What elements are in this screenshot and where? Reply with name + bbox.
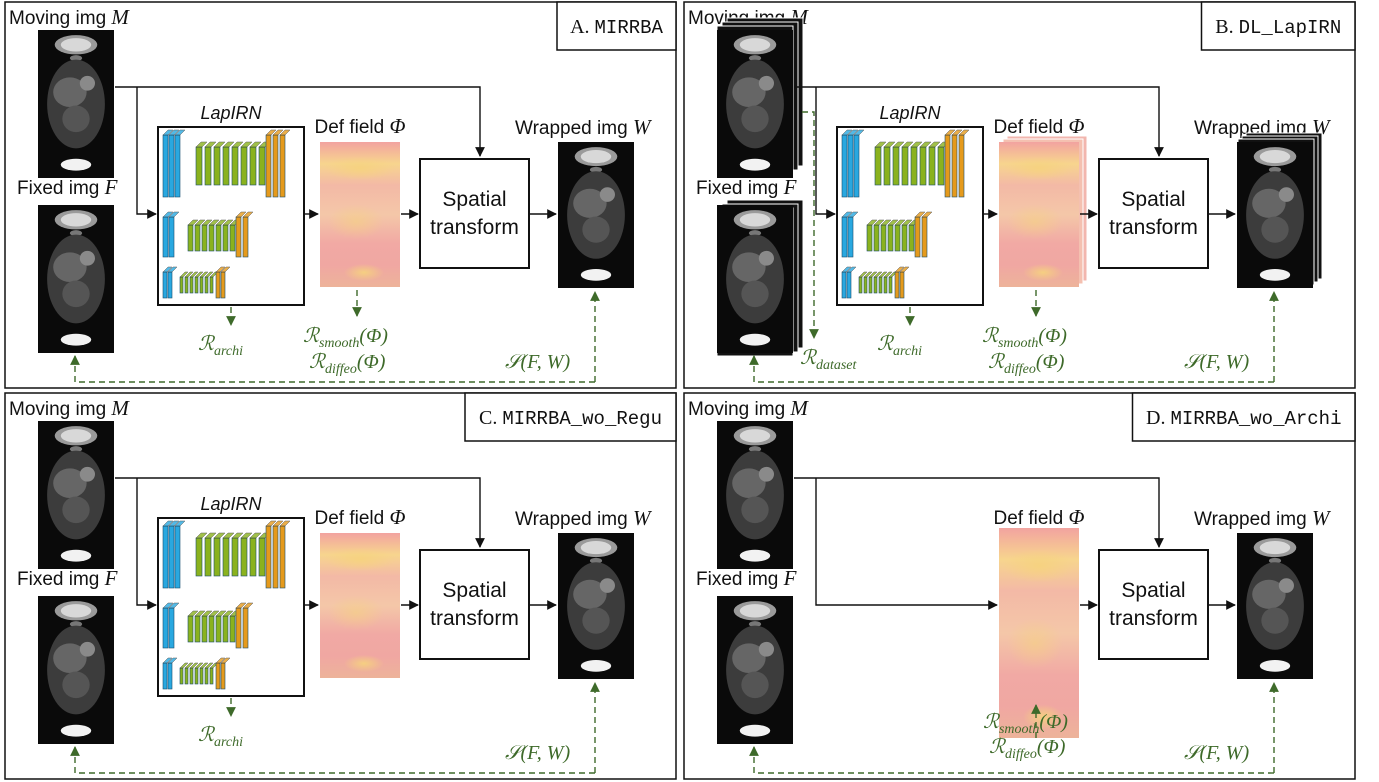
reg-diffeo-label: ℛdiffeo(Φ) xyxy=(989,736,1066,762)
spatial-transform-line1: Spatial xyxy=(1121,579,1185,602)
deformation-field xyxy=(320,142,400,287)
lapirn-network: LapIRN xyxy=(836,103,984,306)
network-label: LapIRN xyxy=(879,103,941,123)
moving-image-label: Moving img M xyxy=(9,396,130,420)
panel-A: A. MIRRBA Moving img M Fixed img F LapIRN De… xyxy=(4,1,677,389)
spatial-transform-box xyxy=(1098,158,1209,269)
panel-title-text: C. MIRRBA_wo_Regu xyxy=(479,407,662,430)
arrow-inputs-to-network xyxy=(136,87,157,219)
reg-archi-label: ℛarchi xyxy=(877,333,922,359)
spatial-transform-box xyxy=(1098,549,1209,660)
wrapped-image xyxy=(1237,533,1313,679)
panel-title-box xyxy=(1200,1,1356,51)
arrow-moving-to-transform xyxy=(115,86,485,157)
spatial-transform-line1: Spatial xyxy=(442,579,506,602)
similarity-loss-label: 𝒮(F, W) xyxy=(1184,742,1249,764)
reg-diffeo-label: ℛdiffeo(Φ) xyxy=(309,351,386,377)
deformation-field-label: Def field Φ xyxy=(994,114,1085,138)
panel-title-text: D. MIRRBA_wo_Archi xyxy=(1146,407,1341,430)
reg-archi-label: ℛarchi xyxy=(198,333,243,359)
panel-C: C. MIRRBA_wo_Regu Moving img M Fixed img F… xyxy=(4,392,677,780)
network-label: LapIRN xyxy=(200,103,262,123)
fixed-image-label: Fixed img F xyxy=(17,566,118,590)
arrow-reg-dataset xyxy=(802,111,819,339)
fixed-image xyxy=(717,205,793,353)
panel-title-text: B. DL_LapIRN xyxy=(1215,16,1341,39)
spatial-transform-line1: Spatial xyxy=(442,188,506,211)
panel-title: C. MIRRBA_wo_Regu xyxy=(464,392,677,442)
moving-image-label: Moving img M xyxy=(688,396,809,420)
wrapped-image-label: Wrapped img W xyxy=(515,506,653,530)
moving-image-label: Moving img M xyxy=(9,5,130,29)
panel-title-box xyxy=(464,392,677,442)
panel-title: A. MIRRBA xyxy=(556,1,677,51)
spatial-transform-box xyxy=(419,549,530,660)
deformation-field xyxy=(320,533,400,678)
arrow-inputs-to-network xyxy=(815,87,836,219)
fixed-image-label: Fixed img F xyxy=(17,175,118,199)
reg-smooth-label: ℛsmooth(Φ) xyxy=(982,325,1067,351)
wrapped-image-label: Wrapped img W xyxy=(1194,506,1332,530)
fixed-image xyxy=(38,596,114,744)
spatial-transform-box xyxy=(419,158,530,269)
wrapped-image xyxy=(558,142,634,288)
spatial-transform-line2: transform xyxy=(430,216,519,239)
spatial-transform-line1: Spatial xyxy=(1121,188,1185,211)
network-label: LapIRN xyxy=(200,494,262,514)
arrow-inputs-to-field xyxy=(815,478,998,610)
deformation-field-label: Def field Φ xyxy=(994,505,1085,529)
panel-title-box xyxy=(556,1,677,51)
arrow-moving-to-transform xyxy=(794,477,1164,548)
similarity-loss-label: 𝒮(F, W) xyxy=(505,351,570,373)
wrapped-image xyxy=(1237,142,1313,288)
fixed-image-label: Fixed img F xyxy=(696,566,797,590)
reg-diffeo-label: ℛdiffeo(Φ) xyxy=(988,351,1065,377)
lapirn-network: LapIRN xyxy=(157,494,305,697)
arrow-moving-to-transform xyxy=(115,477,485,548)
lapirn-network: LapIRN xyxy=(157,103,305,306)
deformation-field xyxy=(999,528,1079,738)
fixed-image xyxy=(38,205,114,353)
panel-title: B. DL_LapIRN xyxy=(1200,1,1356,51)
moving-image xyxy=(38,30,114,178)
moving-image xyxy=(717,30,793,178)
reg-smooth-label: ℛsmooth(Φ) xyxy=(983,711,1068,737)
reg-archi-label: ℛarchi xyxy=(198,724,243,750)
wrapped-image-label: Wrapped img W xyxy=(515,115,653,139)
fixed-image-label: Fixed img F xyxy=(696,175,797,199)
moving-image xyxy=(38,421,114,569)
deformation-field-label: Def field Φ xyxy=(315,505,406,529)
reg-smooth-label: ℛsmooth(Φ) xyxy=(303,325,388,351)
panel-title-text: A. MIRRBA xyxy=(570,16,663,39)
spatial-transform-line2: transform xyxy=(1109,216,1198,239)
similarity-loss-label: 𝒮(F, W) xyxy=(505,742,570,764)
similarity-loss-label: 𝒮(F, W) xyxy=(1184,351,1249,373)
deformation-field-label: Def field Φ xyxy=(315,114,406,138)
moving-image xyxy=(717,421,793,569)
panel-title-box xyxy=(1131,392,1356,442)
spatial-transform-line2: transform xyxy=(430,607,519,630)
arrow-inputs-to-network xyxy=(136,478,157,610)
panel-title: D. MIRRBA_wo_Archi xyxy=(1131,392,1356,442)
fixed-image xyxy=(717,596,793,744)
wrapped-image xyxy=(558,533,634,679)
reg-dataset-label: ℛdataset xyxy=(800,347,858,373)
spatial-transform-line2: transform xyxy=(1109,607,1198,630)
panel-D: D. MIRRBA_wo_Archi Moving img M Fixed img … xyxy=(683,392,1356,780)
deformation-field xyxy=(999,142,1079,287)
arrow-moving-to-transform xyxy=(794,86,1164,157)
